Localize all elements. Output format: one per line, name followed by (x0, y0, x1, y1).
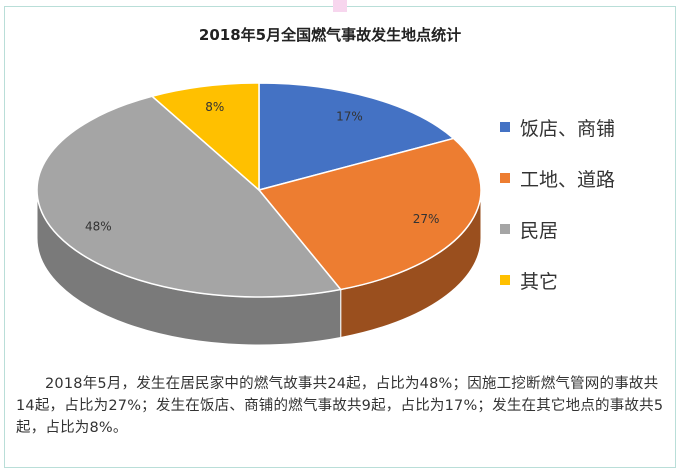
pie-slice (258, 82, 456, 191)
pie-slice (36, 95, 343, 298)
legend-label: 民居 (520, 219, 559, 242)
pie-data-labels: 17% 27% 48% 8% (85, 100, 439, 233)
legend-label: 工地、道路 (520, 168, 616, 191)
caption-paragraph: 2018年5月，发生在居民家中的燃气故事共24起，占比为48%；因施工挖断燃气管… (16, 376, 664, 436)
legend-item: 工地、道路 (500, 165, 615, 191)
legend-item: 民居 (500, 216, 615, 242)
pie-slice (150, 82, 260, 192)
chart-legend: 饭店、商铺 工地、道路 民居 其它 (500, 114, 615, 318)
chart-title: 2018年5月全国燃气事故发生地点统计 (198, 26, 462, 44)
pie-slices (36, 82, 482, 298)
legend-swatch (500, 275, 510, 285)
pie-slice (257, 137, 482, 291)
legend-item: 饭店、商铺 (500, 114, 615, 140)
legend-swatch (500, 173, 510, 183)
legend-label: 其它 (520, 270, 559, 293)
legend-swatch (500, 122, 510, 132)
pie-data-label: 8% (205, 100, 224, 114)
legend-label: 饭店、商铺 (520, 117, 616, 140)
pie-data-label: 17% (336, 109, 363, 123)
legend-item: 其它 (500, 267, 615, 293)
legend-swatch (500, 224, 510, 234)
pie-data-label: 27% (413, 212, 440, 226)
decorative-marker (333, 0, 347, 12)
pie-data-label: 48% (85, 219, 112, 233)
